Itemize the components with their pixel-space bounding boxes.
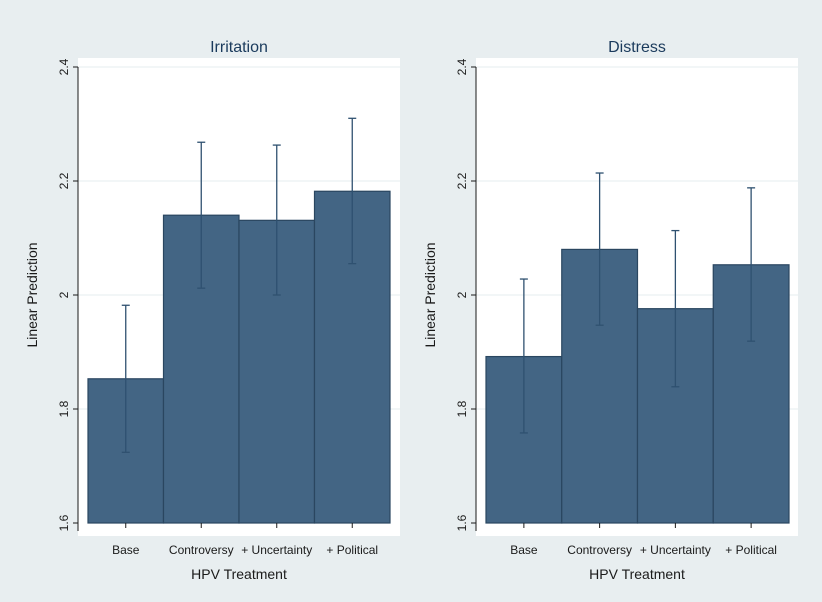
x-axis-label: HPV Treatment bbox=[589, 566, 685, 582]
y-axis-label: Linear Prediction bbox=[24, 242, 40, 347]
x-tick-label: Controversy bbox=[567, 543, 632, 557]
x-tick-label: Base bbox=[510, 543, 538, 557]
error-bar bbox=[671, 229, 680, 388]
x-ticks: Base Controversy + Uncertainty + Political bbox=[510, 523, 777, 557]
y-axis-label: Linear Prediction bbox=[422, 242, 438, 347]
error-bar bbox=[747, 187, 756, 342]
error-bar bbox=[272, 144, 281, 296]
panel-distress: 1.6 1.8 2 2.2 2.4 Base Controversy + Uncertain… bbox=[422, 39, 798, 582]
x-tick-label: Controversy bbox=[169, 543, 234, 557]
y-tick-label: 1.8 bbox=[57, 400, 71, 417]
error-bar bbox=[519, 278, 528, 434]
y-ticks: 1.6 1.8 2 2.2 2.4 bbox=[455, 58, 476, 531]
y-tick-label: 2.4 bbox=[455, 58, 469, 75]
error-bars bbox=[121, 117, 357, 453]
x-tick-label: + Political bbox=[326, 543, 378, 557]
chart-title: Irritation bbox=[210, 39, 268, 56]
y-tick-label: 1.6 bbox=[57, 514, 71, 531]
chart-title: Distress bbox=[608, 39, 666, 56]
error-bar bbox=[348, 117, 357, 265]
x-tick-label: Base bbox=[112, 543, 140, 557]
y-tick-label: 1.6 bbox=[455, 514, 469, 531]
x-tick-label: + Uncertainty bbox=[241, 543, 312, 557]
y-tick-label: 1.8 bbox=[455, 400, 469, 417]
x-ticks: Base Controversy + Uncertainty + Political bbox=[112, 523, 378, 557]
y-tick-label: 2 bbox=[57, 291, 71, 298]
error-bar bbox=[595, 172, 604, 326]
x-tick-label: + Political bbox=[725, 543, 777, 557]
error-bars bbox=[519, 172, 756, 434]
error-bar bbox=[197, 141, 206, 289]
y-tick-label: 2.2 bbox=[455, 172, 469, 189]
panel-irritation: 1.6 1.8 2 2.2 2.4 Base Controversy + Uncertain… bbox=[24, 39, 400, 582]
y-ticks: 1.6 1.8 2 2.2 2.4 bbox=[57, 58, 78, 531]
y-tick-label: 2.4 bbox=[57, 58, 71, 75]
x-axis-label: HPV Treatment bbox=[191, 566, 287, 582]
error-bar bbox=[121, 304, 130, 453]
y-tick-label: 2.2 bbox=[57, 172, 71, 189]
x-tick-label: + Uncertainty bbox=[640, 543, 711, 557]
y-tick-label: 2 bbox=[455, 291, 469, 298]
